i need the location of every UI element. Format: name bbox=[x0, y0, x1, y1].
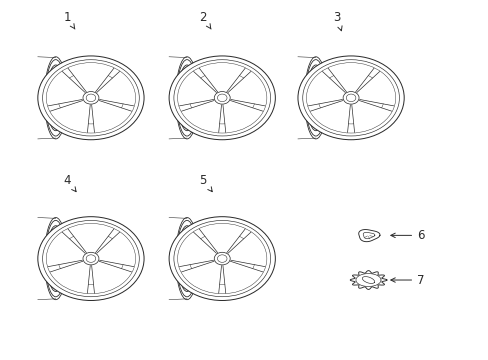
Text: 5: 5 bbox=[199, 174, 212, 192]
Ellipse shape bbox=[83, 91, 99, 104]
Ellipse shape bbox=[214, 91, 230, 104]
Text: 7: 7 bbox=[390, 274, 424, 287]
Text: 6: 6 bbox=[390, 229, 424, 242]
Text: 1: 1 bbox=[63, 11, 75, 29]
Ellipse shape bbox=[169, 217, 275, 301]
Ellipse shape bbox=[83, 252, 99, 265]
Text: 4: 4 bbox=[63, 174, 76, 192]
Ellipse shape bbox=[297, 56, 404, 140]
Ellipse shape bbox=[38, 217, 144, 301]
Ellipse shape bbox=[343, 91, 358, 104]
Text: 3: 3 bbox=[332, 11, 342, 31]
Ellipse shape bbox=[38, 56, 144, 140]
Ellipse shape bbox=[169, 56, 275, 140]
Text: 2: 2 bbox=[199, 11, 211, 29]
Ellipse shape bbox=[214, 252, 230, 265]
